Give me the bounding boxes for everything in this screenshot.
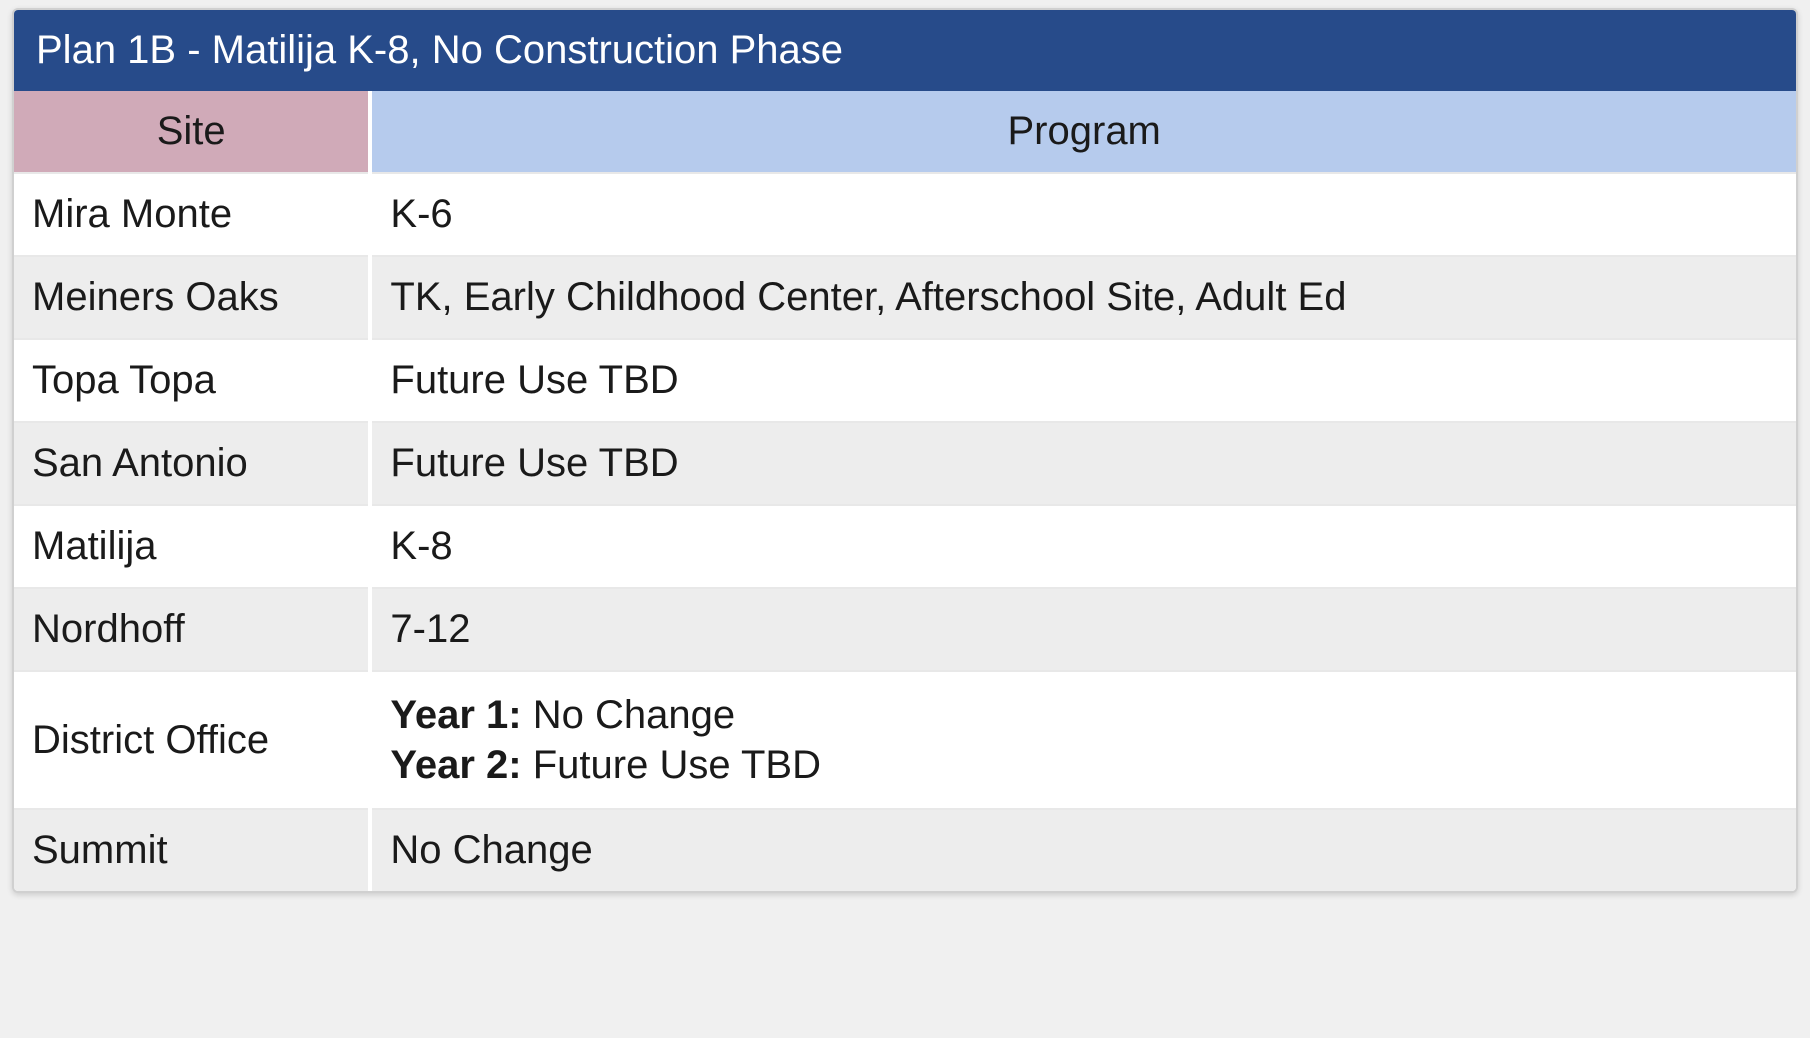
table-row: SummitNo Change [14, 809, 1796, 891]
plan-card: Plan 1B - Matilija K-8, No Construction … [12, 8, 1798, 893]
cell-site: Summit [14, 809, 370, 891]
cell-program: Year 1: No ChangeYear 2: Future Use TBD [370, 671, 1796, 809]
plan-header-row: Site Program [14, 91, 1796, 173]
cell-site: Mira Monte [14, 173, 370, 256]
plan-title-bar: Plan 1B - Matilija K-8, No Construction … [14, 10, 1796, 91]
table-row: Mira MonteK-6 [14, 173, 1796, 256]
year-value: Future Use TBD [522, 743, 821, 787]
cell-program: Future Use TBD [370, 422, 1796, 505]
table-row: San AntonioFuture Use TBD [14, 422, 1796, 505]
cell-site: San Antonio [14, 422, 370, 505]
table-row: Meiners OaksTK, Early Childhood Center, … [14, 256, 1796, 339]
cell-site: Matilija [14, 505, 370, 588]
cell-program: 7-12 [370, 588, 1796, 671]
cell-site: Nordhoff [14, 588, 370, 671]
table-row: Topa TopaFuture Use TBD [14, 339, 1796, 422]
cell-site: Meiners Oaks [14, 256, 370, 339]
cell-program: K-6 [370, 173, 1796, 256]
header-site: Site [14, 91, 370, 173]
year-label: Year 2: [390, 743, 521, 787]
cell-site: District Office [14, 671, 370, 809]
table-row: MatilijaK-8 [14, 505, 1796, 588]
plan-table: Site Program Mira MonteK-6Meiners OaksTK… [14, 91, 1796, 891]
plan-title: Plan 1B - Matilija K-8, No Construction … [36, 28, 843, 72]
cell-site: Topa Topa [14, 339, 370, 422]
cell-program: K-8 [370, 505, 1796, 588]
year-value: No Change [522, 693, 735, 737]
year-label: Year 1: [390, 693, 521, 737]
header-program: Program [370, 91, 1796, 173]
cell-program: No Change [370, 809, 1796, 891]
cell-program: TK, Early Childhood Center, Afterschool … [370, 256, 1796, 339]
cell-program: Future Use TBD [370, 339, 1796, 422]
table-row: District OfficeYear 1: No ChangeYear 2: … [14, 671, 1796, 809]
table-row: Nordhoff7-12 [14, 588, 1796, 671]
